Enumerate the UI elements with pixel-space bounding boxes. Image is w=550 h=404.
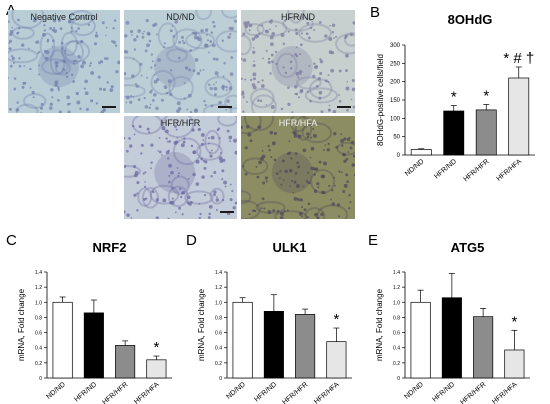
significance-mark: * # † — [503, 50, 534, 67]
y-axis-label: mRNA, Fold change — [197, 288, 206, 361]
y-tick-label: 0.4 — [215, 346, 222, 352]
micrograph-hfr-hfr: HFR/HFR — [124, 116, 237, 219]
y-tick-label: 100 — [390, 116, 401, 122]
y-tick-label: 1.0 — [35, 300, 42, 306]
y-tick-label: 1.4 — [393, 270, 400, 276]
micrograph-hfr-nd: HFR/ND — [241, 10, 355, 113]
bar — [473, 316, 494, 379]
micrograph-label: HFR/HFA — [278, 118, 318, 128]
panel-letter-c: C — [6, 232, 17, 249]
scale-bar — [337, 106, 351, 108]
chart-title: NRF2 — [93, 240, 127, 255]
y-tick-label: 0.4 — [393, 346, 400, 352]
chart-title: 8OHdG — [448, 12, 493, 27]
significance-mark: * — [153, 339, 159, 356]
y-tick-label: 0.6 — [393, 331, 400, 337]
panel-letter-e: E — [368, 232, 379, 249]
micrograph-nd-nd: ND/ND — [124, 10, 237, 113]
scale-bar — [218, 106, 232, 108]
significance-mark: * — [511, 313, 517, 330]
tissue-image — [124, 116, 237, 219]
y-axis-label: mRNA, Fold change — [375, 288, 384, 361]
micrograph-label: Negative Control — [30, 12, 98, 22]
significance-mark: * — [451, 89, 457, 106]
y-tick-label: 0.6 — [215, 331, 222, 337]
significance-mark: * — [333, 311, 339, 328]
y-tick-label: 1.2 — [215, 285, 222, 291]
chart-title: ATG5 — [451, 240, 485, 255]
y-tick-label: 1.0 — [393, 300, 400, 306]
micrograph-label: ND/ND — [166, 12, 195, 22]
category-label: HFR/ND — [431, 381, 456, 403]
category-label: ND/ND — [403, 381, 424, 401]
y-tick-label: 0.6 — [35, 331, 42, 337]
bar — [410, 301, 431, 379]
micrograph-label: HFR/HFR — [160, 118, 201, 128]
micrograph-hfr-hfa: HFR/HFA — [241, 116, 355, 219]
y-axis-label: mRNA, Fold change — [17, 288, 26, 361]
panel-letter-d: D — [186, 232, 197, 249]
y-tick-label: 1.2 — [35, 285, 42, 291]
y-tick-label: 200 — [390, 80, 401, 86]
y-tick-label: 0.8 — [215, 315, 222, 321]
y-tick-label: 150 — [390, 98, 401, 104]
y-tick-label: 1.4 — [35, 270, 42, 276]
y-tick-label: 1.4 — [215, 270, 222, 276]
tissue-image — [241, 116, 355, 219]
y-tick-label: 0.2 — [393, 361, 400, 367]
y-tick-label: 50 — [393, 135, 400, 141]
tissue-image — [241, 10, 355, 113]
y-tick-label: 1.0 — [215, 300, 222, 306]
significance-mark: * — [483, 87, 489, 104]
y-tick-label: 0 — [219, 376, 222, 382]
category-label: HFR/HFR — [459, 381, 487, 404]
chart-title: ULK1 — [273, 240, 307, 255]
scale-bar — [102, 106, 116, 108]
scale-bar — [220, 211, 234, 213]
y-tick-label: 1.2 — [393, 285, 400, 291]
category-label: HFR/HFA — [491, 381, 519, 404]
y-tick-label: 0.4 — [35, 346, 42, 352]
micrograph-label: HFR/ND — [281, 12, 315, 22]
bar — [504, 349, 525, 379]
y-tick-label: 0 — [397, 376, 400, 382]
y-tick-label: 0.8 — [393, 315, 400, 321]
y-tick-label: 0 — [397, 153, 401, 159]
tissue-image — [124, 10, 237, 113]
y-tick-label: 300 — [390, 43, 401, 49]
panel-letter-b: B — [370, 4, 381, 21]
y-tick-label: 0.8 — [35, 315, 42, 321]
y-axis-label: 8OHdG-positive cells/field — [376, 54, 385, 146]
micrograph-negative-control: Negative Control — [8, 10, 120, 113]
y-tick-label: 0.2 — [35, 361, 42, 367]
bar — [441, 297, 462, 379]
y-tick-label: 0 — [39, 376, 42, 382]
y-tick-label: 0.2 — [215, 361, 222, 367]
y-tick-label: 250 — [390, 61, 401, 67]
tissue-image — [8, 10, 120, 113]
